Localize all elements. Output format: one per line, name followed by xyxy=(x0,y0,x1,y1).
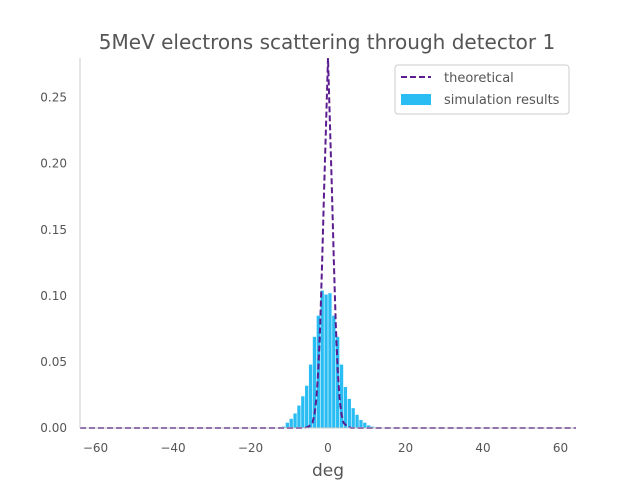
bar xyxy=(367,425,371,428)
x-tick-label: −20 xyxy=(238,441,263,455)
y-tick-label: 0.05 xyxy=(40,355,67,369)
x-axis-label: deg xyxy=(312,461,344,480)
bar xyxy=(336,336,340,428)
bar xyxy=(351,408,355,428)
legend-box xyxy=(394,64,570,115)
bar xyxy=(316,315,320,428)
y-tick-label: 0.10 xyxy=(40,289,67,303)
x-ticks-group: −60 −40 −20 0 20 40 60 xyxy=(83,441,568,455)
y-tick-label: 0.15 xyxy=(40,223,67,237)
bar xyxy=(332,315,336,428)
bar xyxy=(328,293,332,428)
bar xyxy=(301,396,305,428)
legend-label-theoretical: theoretical xyxy=(444,71,514,86)
x-tick-label: 0 xyxy=(324,441,332,455)
bar xyxy=(289,418,293,428)
x-tick-label: 40 xyxy=(475,441,490,455)
legend: theoretical simulation results xyxy=(394,64,570,115)
x-tick-label: 60 xyxy=(553,441,568,455)
bar xyxy=(320,290,324,428)
bar xyxy=(343,387,348,428)
y-ticks-group: 0.00 0.05 0.10 0.15 0.20 0.25 xyxy=(40,91,67,435)
bar xyxy=(285,422,289,428)
line-layer xyxy=(80,57,576,429)
x-tick-label: −40 xyxy=(160,441,185,455)
bar xyxy=(355,414,359,428)
bar xyxy=(312,336,317,428)
x-tick-label: 20 xyxy=(398,441,413,455)
y-tick-label: 0.25 xyxy=(40,91,67,105)
bar xyxy=(359,420,363,428)
theoretical-line xyxy=(80,57,576,429)
chart-title: 5MeV electrons scattering through detect… xyxy=(99,30,555,54)
y-tick-label: 0.20 xyxy=(40,157,67,171)
x-tick-label: −60 xyxy=(83,441,108,455)
bar xyxy=(305,385,309,428)
bar xyxy=(308,364,313,428)
bars-group xyxy=(281,290,375,428)
bar xyxy=(297,405,301,428)
legend-label-simulation: simulation results xyxy=(444,93,560,108)
legend-swatch-simulation xyxy=(401,94,431,105)
bar xyxy=(347,398,351,428)
bar xyxy=(324,294,328,428)
bar xyxy=(339,364,344,428)
y-tick-label: 0.00 xyxy=(40,421,67,435)
bar xyxy=(293,413,297,428)
bar xyxy=(363,422,367,428)
